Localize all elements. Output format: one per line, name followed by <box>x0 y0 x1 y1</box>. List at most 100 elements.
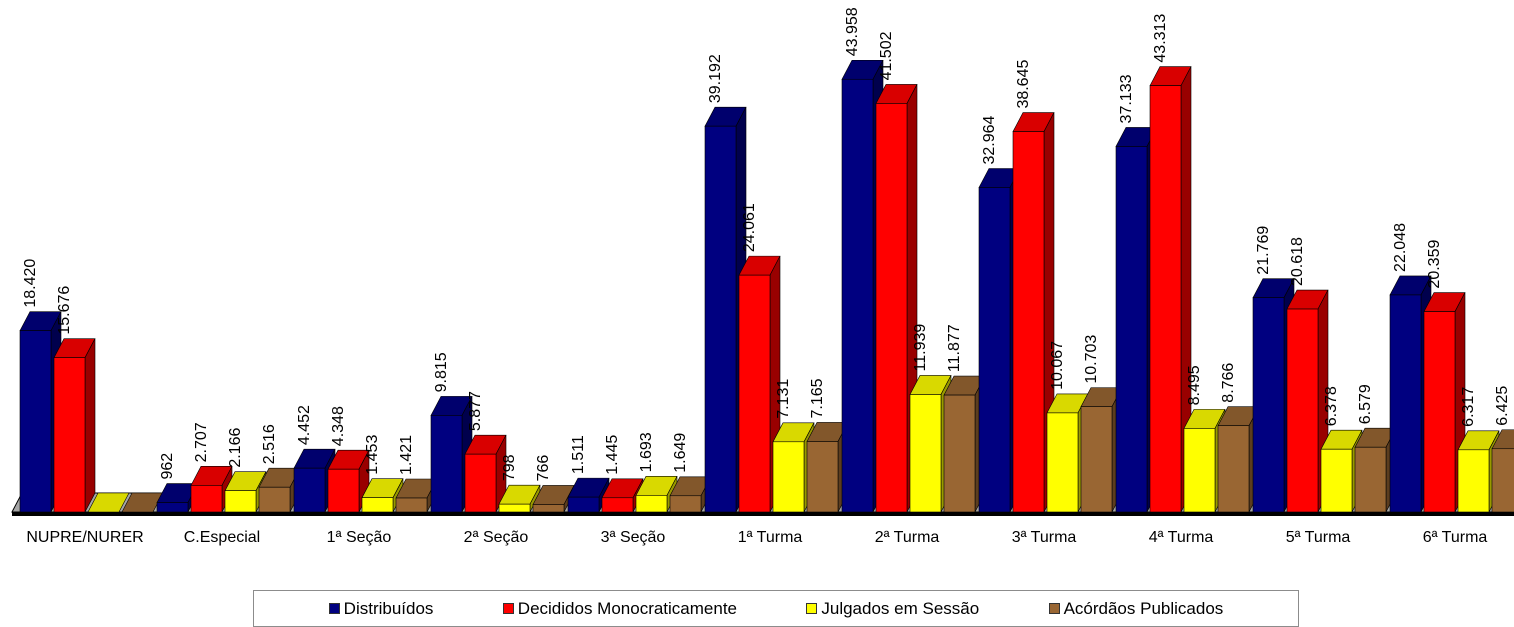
bar <box>875 84 918 513</box>
bar-front <box>875 103 908 513</box>
bar-front <box>1320 448 1353 513</box>
value-label: 1.421 <box>398 435 415 475</box>
bar-front <box>772 441 805 513</box>
legend-item-decididos: Decididos Monocraticamente <box>502 598 738 619</box>
legend-item-acordaos: Acórdãos Publicados <box>1048 598 1224 619</box>
value-label: 1.649 <box>672 433 689 473</box>
value-label: 8.766 <box>1220 363 1237 403</box>
value-label: 1.511 <box>570 435 587 474</box>
bar <box>635 476 678 513</box>
floor-edge <box>12 512 1514 516</box>
bar-front <box>635 495 668 513</box>
bar-front <box>1183 428 1216 513</box>
bar-front <box>498 503 531 513</box>
category-label: 1ª Seção <box>327 529 392 546</box>
bar-side <box>84 338 96 513</box>
legend-swatch <box>806 603 818 614</box>
value-label: 21.769 <box>1255 226 1272 275</box>
bar-front <box>738 274 771 513</box>
bar-front <box>806 441 839 513</box>
bar-front <box>532 504 565 513</box>
bar <box>464 434 507 513</box>
bar-front <box>395 497 428 513</box>
bars-layer <box>19 59 1514 513</box>
bar-front <box>224 490 257 513</box>
legend-label: Distribuídos <box>343 598 434 618</box>
bar <box>1491 429 1514 513</box>
bar-front <box>1457 449 1490 513</box>
value-label: 20.359 <box>1426 240 1443 289</box>
value-label: 7.165 <box>809 378 826 418</box>
value-label: 22.048 <box>1392 223 1409 272</box>
value-label: 32.964 <box>981 115 998 164</box>
category-label: 3ª Seção <box>601 529 666 546</box>
bar-front <box>1286 308 1319 513</box>
value-label: 1.693 <box>638 432 655 472</box>
value-label: 2.707 <box>193 422 210 462</box>
category-label: C.Especial <box>184 529 260 546</box>
bar-front <box>1354 446 1387 513</box>
value-label: 6.425 <box>1494 386 1511 426</box>
bar-front <box>1115 146 1148 513</box>
bar-front <box>1252 297 1285 513</box>
bar-front <box>361 497 394 513</box>
category-label: 4ª Turma <box>1149 529 1214 546</box>
bar-front <box>1012 131 1045 513</box>
bar <box>1046 393 1089 513</box>
legend-label: Decididos Monocraticamente <box>517 598 738 618</box>
bar-front <box>1080 406 1113 513</box>
bar-top <box>87 492 130 513</box>
bar-front <box>601 497 634 513</box>
legend-item-julgados: Julgados em Sessão <box>806 599 979 619</box>
bar-front <box>327 468 360 513</box>
bar-front <box>190 485 223 513</box>
bar-front <box>258 486 291 513</box>
category-label: 2ª Turma <box>875 529 940 546</box>
value-label: 15.676 <box>56 286 73 335</box>
value-label: 4.348 <box>330 406 347 446</box>
bar <box>909 375 952 513</box>
category-label: 3ª Turma <box>1012 529 1077 546</box>
legend-label: Acórdãos Publicados <box>1063 598 1224 618</box>
bar-front <box>156 502 189 513</box>
chart: 18.420 15.676 962 2.707 2.166 2.516 4.452 4.348… <box>11 7 1514 546</box>
value-label: 7.131 <box>775 379 792 419</box>
legend: Distribuídos Decididos Monocraticamente … <box>253 590 1299 627</box>
legend-item-distribuidos: Distribuídos <box>328 598 434 619</box>
value-label: 6.317 <box>1460 387 1477 427</box>
category-label: 5ª Turma <box>1286 529 1351 546</box>
value-label: 37.133 <box>1118 74 1135 123</box>
value-label: 11.877 <box>946 324 963 372</box>
value-label: 43.958 <box>844 7 861 56</box>
value-label: 6.579 <box>1357 384 1374 424</box>
value-label: 41.502 <box>878 31 895 80</box>
bar-front <box>293 467 326 513</box>
legend-swatch <box>328 603 340 614</box>
bar <box>1012 112 1055 513</box>
category-axis: NUPRE/NURER C.Especial 1ª Seção 2ª Seção 3ª … <box>26 529 1487 546</box>
category-label: NUPRE/NURER <box>26 529 143 546</box>
value-labels: 18.420 15.676 962 2.707 2.166 2.516 4.452 4.348… <box>22 7 1511 481</box>
legend-swatch <box>502 603 514 614</box>
value-label: 20.618 <box>1289 237 1306 286</box>
bar-front <box>1149 85 1182 513</box>
bar-front <box>943 394 976 513</box>
category-label: 2ª Seção <box>464 529 529 546</box>
bar <box>19 311 62 513</box>
bar <box>978 168 1021 513</box>
bar-front <box>1217 425 1250 513</box>
bar-front <box>1046 412 1079 513</box>
value-label: 18.420 <box>22 259 39 308</box>
bar <box>1286 289 1329 513</box>
value-label: 962 <box>159 453 176 480</box>
bar-front <box>909 394 942 513</box>
bar-front <box>841 78 874 513</box>
bar-front <box>1389 294 1422 513</box>
value-label: 766 <box>535 455 552 482</box>
legend-swatch <box>1048 603 1060 614</box>
bar <box>1149 66 1192 513</box>
bar-front <box>978 187 1011 513</box>
bar-front <box>669 495 702 513</box>
bar <box>738 255 781 513</box>
value-label: 1.453 <box>364 435 381 475</box>
